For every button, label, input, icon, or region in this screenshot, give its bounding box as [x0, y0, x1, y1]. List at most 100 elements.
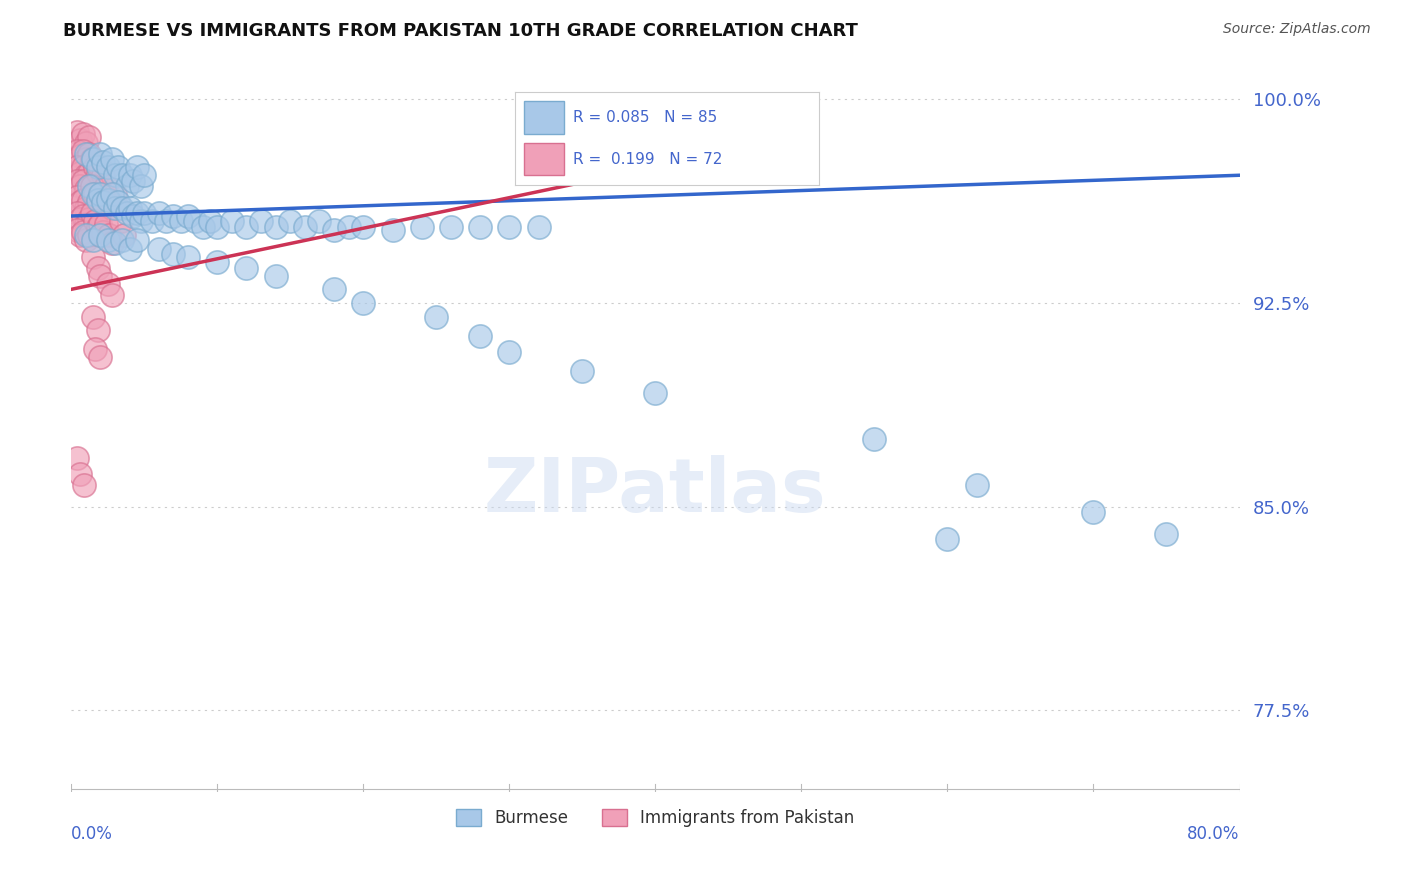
Point [1156, 527, 1178, 541]
Point [89, 351, 111, 365]
Text: 80.0%: 80.0% [1187, 824, 1240, 843]
Point [107, 195, 129, 210]
Point [97, 160, 120, 174]
Point [101, 152, 124, 166]
Point [121, 174, 143, 188]
Point [411, 219, 433, 234]
Point [77, 179, 100, 194]
Point [125, 160, 148, 174]
Point [125, 206, 148, 220]
Point [184, 214, 207, 228]
Point [96, 217, 118, 231]
Point [155, 214, 177, 228]
Point [89, 217, 111, 231]
Point [115, 179, 138, 194]
Point [69, 211, 91, 226]
Point [498, 344, 520, 359]
Point [207, 219, 229, 234]
Point [96, 179, 118, 194]
Point [75, 182, 97, 196]
Point [98, 227, 121, 242]
Point [83, 187, 105, 202]
Text: BURMESE VS IMMIGRANTS FROM PAKISTAN 10TH GRADE CORRELATION CHART: BURMESE VS IMMIGRANTS FROM PAKISTAN 10TH… [63, 22, 858, 40]
Point [148, 206, 170, 220]
Point [115, 206, 138, 220]
Point [86, 165, 108, 179]
Point [69, 179, 91, 194]
Point [75, 217, 97, 231]
Point [86, 160, 108, 174]
Point [112, 227, 135, 242]
Point [93, 168, 115, 182]
Point [177, 209, 200, 223]
Point [69, 227, 91, 242]
Point [93, 225, 115, 239]
Point [83, 160, 105, 174]
Point [97, 277, 120, 291]
Point [66, 125, 89, 139]
Point [89, 268, 111, 283]
Point [82, 152, 104, 166]
Point [235, 219, 257, 234]
Point [121, 209, 143, 223]
Point [97, 193, 120, 207]
Point [86, 193, 108, 207]
Point [1083, 505, 1105, 519]
Point [72, 193, 94, 207]
Point [101, 287, 124, 301]
Point [86, 323, 108, 337]
Text: Source: ZipAtlas.com: Source: ZipAtlas.com [1223, 22, 1371, 37]
Point [337, 219, 360, 234]
Point [468, 219, 491, 234]
Point [73, 478, 96, 492]
Point [308, 214, 330, 228]
Point [323, 222, 346, 236]
Point [264, 268, 287, 283]
Point [352, 296, 374, 310]
Point [77, 179, 100, 194]
Point [148, 242, 170, 256]
Point [381, 222, 404, 236]
Point [69, 467, 91, 482]
Point [425, 310, 447, 324]
Point [468, 328, 491, 343]
Point [111, 168, 134, 182]
Point [440, 219, 463, 234]
Point [104, 187, 127, 202]
Point [77, 146, 100, 161]
Point [107, 160, 129, 174]
Point [250, 214, 273, 228]
Point [77, 195, 100, 210]
Point [86, 219, 108, 234]
Point [162, 247, 184, 261]
Point [527, 219, 550, 234]
Point [966, 478, 988, 492]
Point [77, 165, 100, 179]
Point [134, 168, 156, 182]
Point [66, 450, 89, 465]
Point [89, 187, 111, 202]
Point [75, 146, 97, 161]
Point [69, 165, 91, 179]
Point [101, 201, 124, 215]
Point [118, 201, 141, 215]
Point [264, 219, 287, 234]
Point [93, 195, 115, 210]
Point [198, 214, 221, 228]
Point [104, 236, 127, 251]
Point [89, 227, 111, 242]
Point [72, 144, 94, 158]
Point [80, 179, 103, 194]
Point [80, 206, 103, 220]
Point [118, 242, 141, 256]
Point [72, 225, 94, 239]
Point [131, 214, 153, 228]
Point [66, 222, 89, 236]
Point [69, 149, 91, 163]
Point [191, 219, 214, 234]
Point [644, 385, 666, 400]
Point [72, 174, 94, 188]
Point [111, 234, 134, 248]
Point [235, 260, 257, 275]
Point [75, 136, 97, 150]
